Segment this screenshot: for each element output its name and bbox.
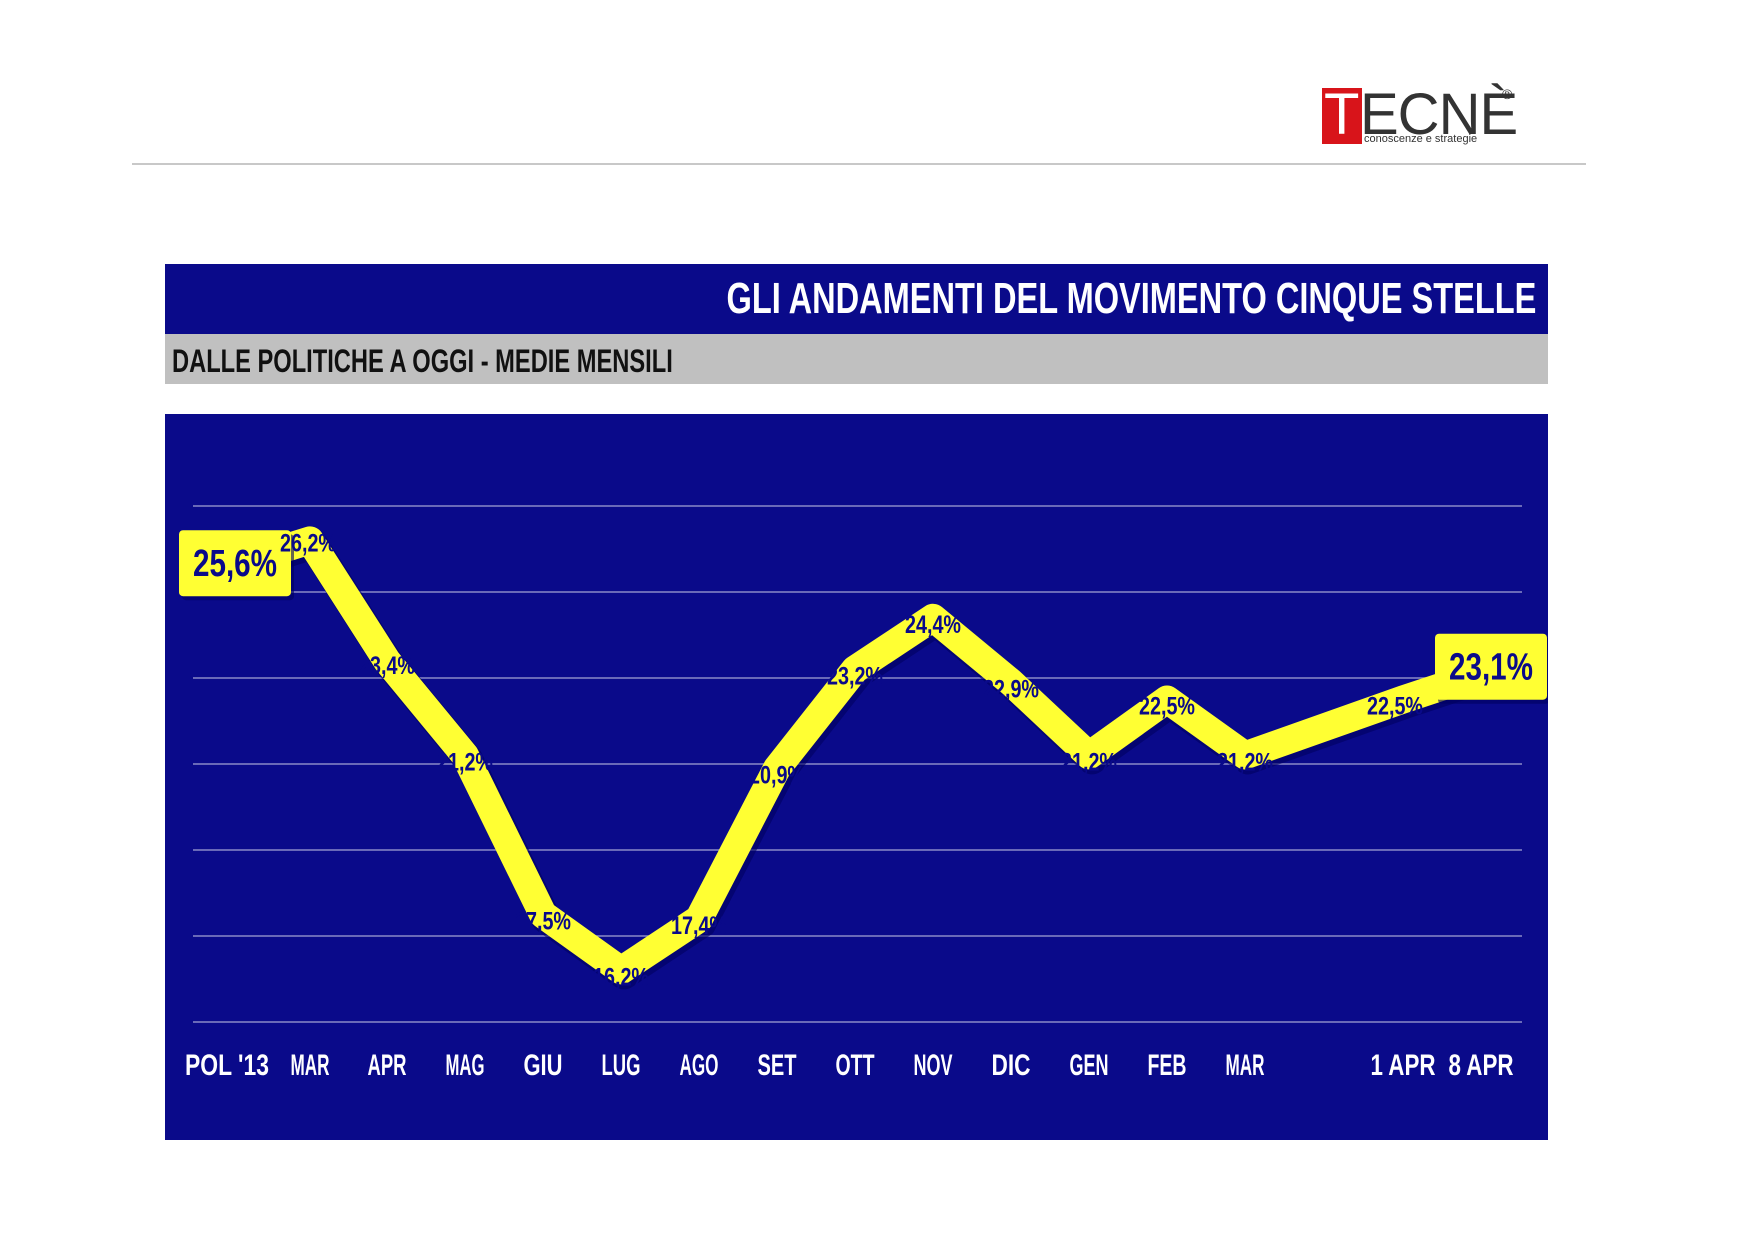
data-label-text: 24,4%: [905, 611, 961, 639]
x-tick-label: POL '13: [185, 1049, 269, 1082]
data-label-text: 20,9%: [749, 761, 805, 789]
data-label: 23,2%: [827, 662, 883, 690]
data-label-box: [1435, 633, 1547, 700]
data-label-text: 16,2%: [593, 963, 649, 991]
x-tick-label: GIU: [524, 1049, 563, 1082]
data-label: 25,6%: [179, 530, 294, 601]
data-label-text: 21,2%: [1061, 748, 1117, 776]
data-point: [775, 766, 779, 771]
x-tick-label: MAG: [446, 1049, 485, 1082]
data-label-text: 23,4%: [359, 652, 415, 680]
data-label: 22,5%: [1367, 693, 1423, 721]
x-tick-label: AGO: [680, 1049, 719, 1082]
data-point: [463, 753, 467, 758]
data-label-text: 23,2%: [827, 662, 883, 690]
x-tick-label: SET: [758, 1049, 797, 1082]
data-label: 24,4%: [905, 611, 961, 639]
data-label: 21,2%: [1217, 748, 1273, 776]
data-label: 17,5%: [515, 908, 571, 936]
data-label: 22,9%: [983, 675, 1039, 703]
logo-red-box: [1322, 88, 1362, 144]
chart-panel: 25,6% 26,2% 23,4% 21,2% 17,5% 16,2% 17,4% 20,9%…: [165, 414, 1548, 1140]
x-tick-label: MAR: [291, 1049, 330, 1082]
data-point: [697, 916, 701, 921]
data-label: 22,5%: [1139, 693, 1195, 721]
chart-title: GLI ANDAMENTI DEL MOVIMENTO CINQUE STELL…: [726, 274, 1536, 323]
line-chart: 25,6% 26,2% 23,4% 21,2% 17,5% 16,2% 17,4% 20,9%…: [179, 505, 1548, 1082]
logo-first-letter: T: [1324, 82, 1359, 147]
data-label-text: 22,9%: [983, 675, 1039, 703]
tecne-logo: T ECNÈ ® conoscenze e strategie: [1322, 82, 1522, 152]
data-point: [1009, 680, 1013, 685]
data-point: [385, 658, 389, 663]
data-label: 26,2%: [280, 529, 336, 557]
data-point: [1087, 753, 1091, 758]
x-tick-label: APR: [368, 1049, 407, 1082]
data-label: 20,9%: [749, 761, 805, 789]
x-tick-label: NOV: [914, 1049, 953, 1082]
data-label: 23,4%: [359, 652, 415, 680]
data-label-text: 22,5%: [1139, 693, 1195, 721]
logo-wordmark: ECNÈ: [1360, 82, 1518, 147]
data-label: 17,4%: [671, 912, 727, 940]
data-point: [1401, 697, 1405, 702]
data-label: 21,2%: [1061, 748, 1117, 776]
x-tick-label: LUG: [602, 1049, 641, 1082]
data-label: 21,2%: [437, 748, 493, 776]
data-label: 23,1%: [1435, 633, 1548, 704]
series-line: [213, 526, 1495, 985]
x-tick-label: MAR: [1226, 1049, 1265, 1082]
data-label-text: 17,4%: [671, 912, 727, 940]
data-point: [1165, 697, 1169, 702]
data-label-text: 25,6%: [193, 543, 277, 585]
x-tick-label: GEN: [1070, 1049, 1109, 1082]
data-label-text: 22,5%: [1367, 693, 1423, 721]
subtitle-bar: DALLE POLITICHE A OGGI - MEDIE MENSILI: [165, 334, 1548, 384]
series-line-shadow: [215, 529, 1499, 990]
x-tick-label: 8 APR: [1449, 1049, 1514, 1082]
data-label-text: 17,5%: [515, 908, 571, 936]
x-tick-label: 1 APR: [1371, 1049, 1436, 1082]
data-point: [308, 538, 312, 543]
data-point: [853, 667, 857, 672]
data-label-text: 21,2%: [437, 748, 493, 776]
data-label: 16,2%: [593, 963, 649, 991]
data-label-text: 26,2%: [280, 529, 336, 557]
data-label-text: 23,1%: [1449, 647, 1533, 689]
data-point: [1243, 753, 1247, 758]
data-label-text: 21,2%: [1217, 748, 1273, 776]
header-divider: [132, 163, 1586, 165]
data-label-box: [179, 530, 291, 597]
x-tick-label: OTT: [836, 1049, 875, 1082]
x-tick-label: DIC: [992, 1049, 1031, 1082]
data-point: [931, 615, 935, 620]
logo-tagline: conoscenze e strategie: [1364, 133, 1478, 145]
logo-registered-mark: ®: [1502, 86, 1513, 102]
data-point: [619, 968, 623, 973]
data-point: [541, 912, 545, 917]
chart-subtitle: DALLE POLITICHE A OGGI - MEDIE MENSILI: [172, 343, 673, 379]
title-bar: GLI ANDAMENTI DEL MOVIMENTO CINQUE STELL…: [165, 264, 1548, 334]
x-tick-label: FEB: [1148, 1049, 1187, 1082]
